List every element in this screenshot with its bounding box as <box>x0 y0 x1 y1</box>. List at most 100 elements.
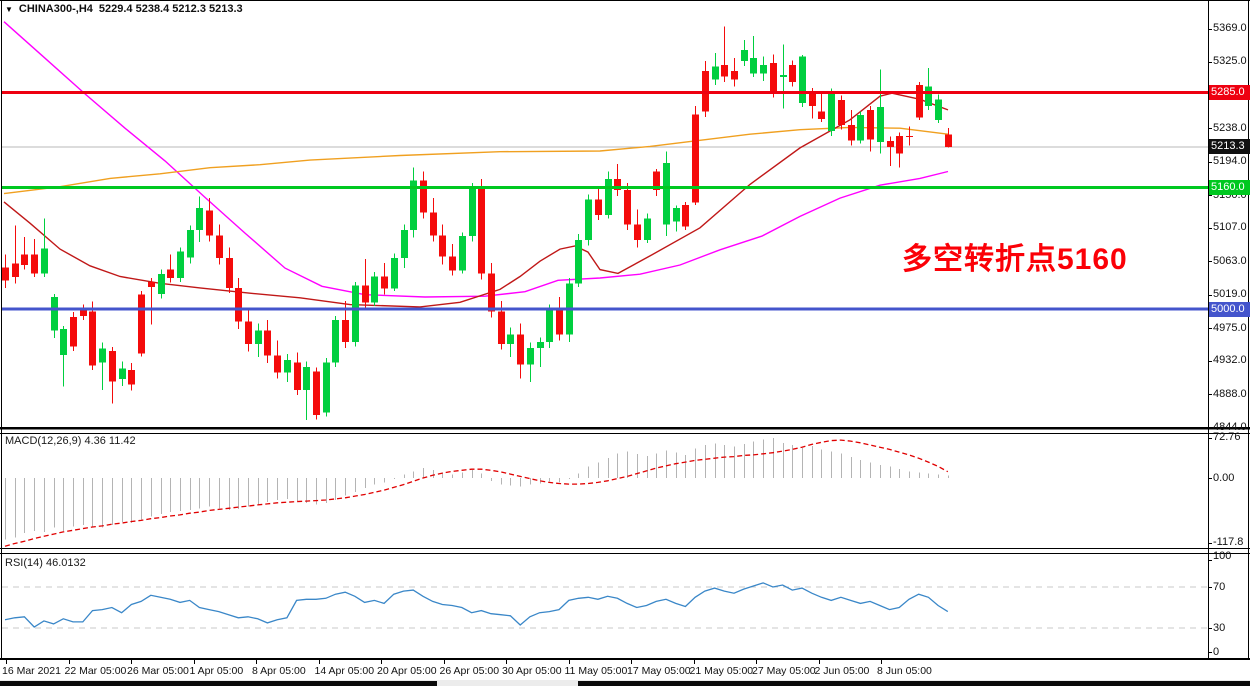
candle-body <box>585 199 592 240</box>
chart-symbol-title: CHINA300-,H4 <box>18 3 93 15</box>
candle-body <box>527 347 534 365</box>
time-axis-label: 20 Apr 05:00 <box>377 665 437 677</box>
candle-body <box>216 235 223 259</box>
time-axis-label: 21 May 05:00 <box>689 665 754 677</box>
candle-body <box>469 188 476 237</box>
candle-body <box>196 208 203 231</box>
symbol-dropdown-icon[interactable]: ▼ <box>5 4 13 14</box>
price-tick-label: 4888.0 <box>1213 387 1247 400</box>
candle-body <box>848 125 855 141</box>
candle-body <box>31 254 38 274</box>
candle-body <box>89 311 96 366</box>
macd-indicator-label: MACD(12,26,9) 4.36 11.42 <box>5 435 136 447</box>
candle-body <box>245 321 252 345</box>
candle-body <box>187 230 194 258</box>
time-axis-label: 11 May 05:00 <box>564 665 628 677</box>
candle-body <box>517 334 524 365</box>
candle-body <box>439 235 446 257</box>
price-tick-label: 5019.0 <box>1213 288 1247 301</box>
chart-header: ▼ CHINA300-,H4 5229.4 5238.4 5212.3 5213… <box>5 3 243 15</box>
candle-body <box>99 348 106 363</box>
candle-body <box>410 180 417 231</box>
macd-tick-label: -117.8 <box>1213 536 1244 549</box>
candle-body <box>595 199 602 215</box>
candle-body <box>294 362 301 390</box>
candle-body <box>838 100 845 126</box>
candle-body <box>158 274 165 294</box>
candle-body <box>12 263 19 278</box>
candle-body <box>167 269 174 278</box>
price-tick-label: 5063.0 <box>1213 254 1247 267</box>
candle-body <box>828 91 835 132</box>
price-tick-label: 4932.0 <box>1213 354 1247 367</box>
candle-body <box>70 316 77 347</box>
candle-body <box>634 224 641 240</box>
window-edge-segment <box>578 681 1250 686</box>
candle-body <box>692 114 699 203</box>
candle-body <box>430 212 437 236</box>
candle-body <box>488 273 495 312</box>
candle-body <box>760 65 767 74</box>
rsi-tick-label: 30 <box>1213 621 1226 634</box>
candle-body <box>51 296 58 331</box>
price-tick-label: 5369.0 <box>1213 22 1247 35</box>
candle-body <box>721 65 728 77</box>
candle-body <box>712 66 719 80</box>
candle-body <box>945 134 952 147</box>
rsi-line <box>4 582 949 628</box>
ma-fast-firebrick <box>3 92 949 308</box>
annotation-text[interactable]: 多空转折点5160 <box>902 243 1128 276</box>
candle-body <box>663 163 670 225</box>
moving-average-lines <box>3 21 949 308</box>
candle-body <box>119 368 126 380</box>
candle-body <box>575 239 582 284</box>
macd-pane[interactable] <box>4 438 949 547</box>
candle-body <box>449 256 456 271</box>
time-axis-label: 17 May 05:00 <box>627 665 691 677</box>
time-axis-label: 1 Apr 05:00 <box>189 665 244 677</box>
macd-tick-label: 0.00 <box>1213 471 1235 484</box>
bottom-window-edge <box>0 680 1250 686</box>
candle-body <box>177 251 184 278</box>
candle-body <box>877 106 884 142</box>
candle-body <box>362 285 369 303</box>
time-axis-label: 16 Mar 2021 <box>2 665 61 677</box>
candle-body <box>313 371 320 415</box>
horizontal-lines[interactable] <box>2 90 1208 311</box>
candle-body <box>371 276 378 303</box>
candle-body <box>605 179 612 215</box>
candle-body <box>906 135 913 137</box>
time-axis-label: 2 Jun 05:00 <box>814 665 870 677</box>
ma-medium-orange <box>3 126 949 195</box>
candle-body <box>498 311 505 345</box>
candle-body <box>264 330 271 356</box>
price-tick-label: 4844.0 <box>1213 421 1247 434</box>
rsi-pane[interactable] <box>2 582 1208 629</box>
price-badge-5160.0: 5160.0 <box>1209 179 1250 195</box>
candlestick-series[interactable] <box>2 26 952 421</box>
candle-body <box>109 350 116 382</box>
macd-signal-line <box>4 439 949 547</box>
candle-body <box>857 115 864 141</box>
candle-body <box>352 285 359 342</box>
price-badge-5285.0: 5285.0 <box>1209 84 1250 100</box>
candle-body <box>818 111 825 120</box>
axis-tick-marks <box>6 29 1212 664</box>
candle-body <box>235 287 242 322</box>
candle-body <box>381 276 388 289</box>
candle-body <box>323 362 330 413</box>
candle-body <box>60 328 67 355</box>
candle-body <box>2 267 9 281</box>
candle-body <box>226 258 233 288</box>
candle-body <box>887 141 894 148</box>
window-edge-segment <box>0 681 437 686</box>
ma-slow-magenta <box>3 21 949 298</box>
time-axis-label: 30 Apr 05:00 <box>502 665 562 677</box>
price-tick-label: 5194.0 <box>1213 155 1247 168</box>
price-tick-label: 4975.0 <box>1213 321 1247 334</box>
candle-body <box>478 188 485 274</box>
candle-body <box>537 341 544 348</box>
rsi-tick-label: 0 <box>1213 645 1220 658</box>
candle-body <box>925 86 932 107</box>
